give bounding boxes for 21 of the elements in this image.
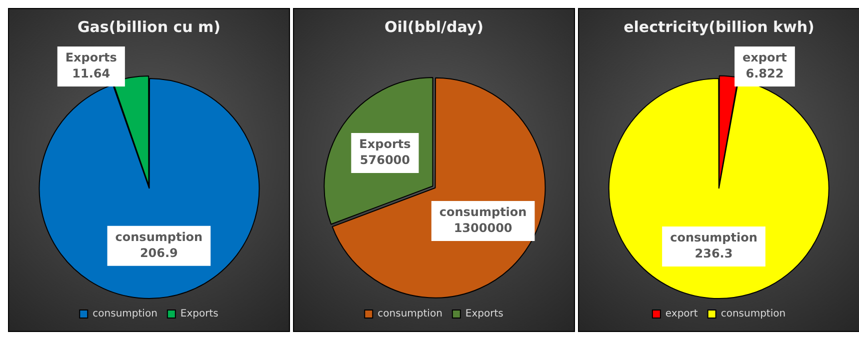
slice-label: Exports — [65, 50, 117, 65]
legend-label: consumption — [92, 308, 158, 320]
data-label: 1300000 — [454, 221, 512, 236]
data-label: 11.64 — [72, 66, 110, 81]
chart-title: Gas(billion cu m) — [77, 18, 221, 36]
legend-label: consumption — [378, 308, 442, 320]
data-label: 576000 — [360, 153, 410, 168]
slice-label: consumption — [670, 230, 758, 245]
data-label: 6.822 — [746, 66, 784, 81]
legend-label: Exports — [465, 308, 504, 320]
slice-label: Exports — [359, 137, 411, 152]
slice-label: consumption — [439, 205, 527, 220]
legend-label: consumption — [720, 308, 786, 320]
chart-title: Oil(bbl/day) — [384, 18, 484, 36]
data-label: 206.9 — [140, 246, 178, 260]
slice-label: export — [742, 50, 788, 65]
legend-label: export — [665, 308, 698, 320]
slice-label: consumption — [115, 230, 203, 244]
chart-title: electricity(billion kwh) — [624, 18, 814, 36]
legend-label: Exports — [180, 308, 218, 320]
data-label: 236.3 — [694, 246, 733, 261]
